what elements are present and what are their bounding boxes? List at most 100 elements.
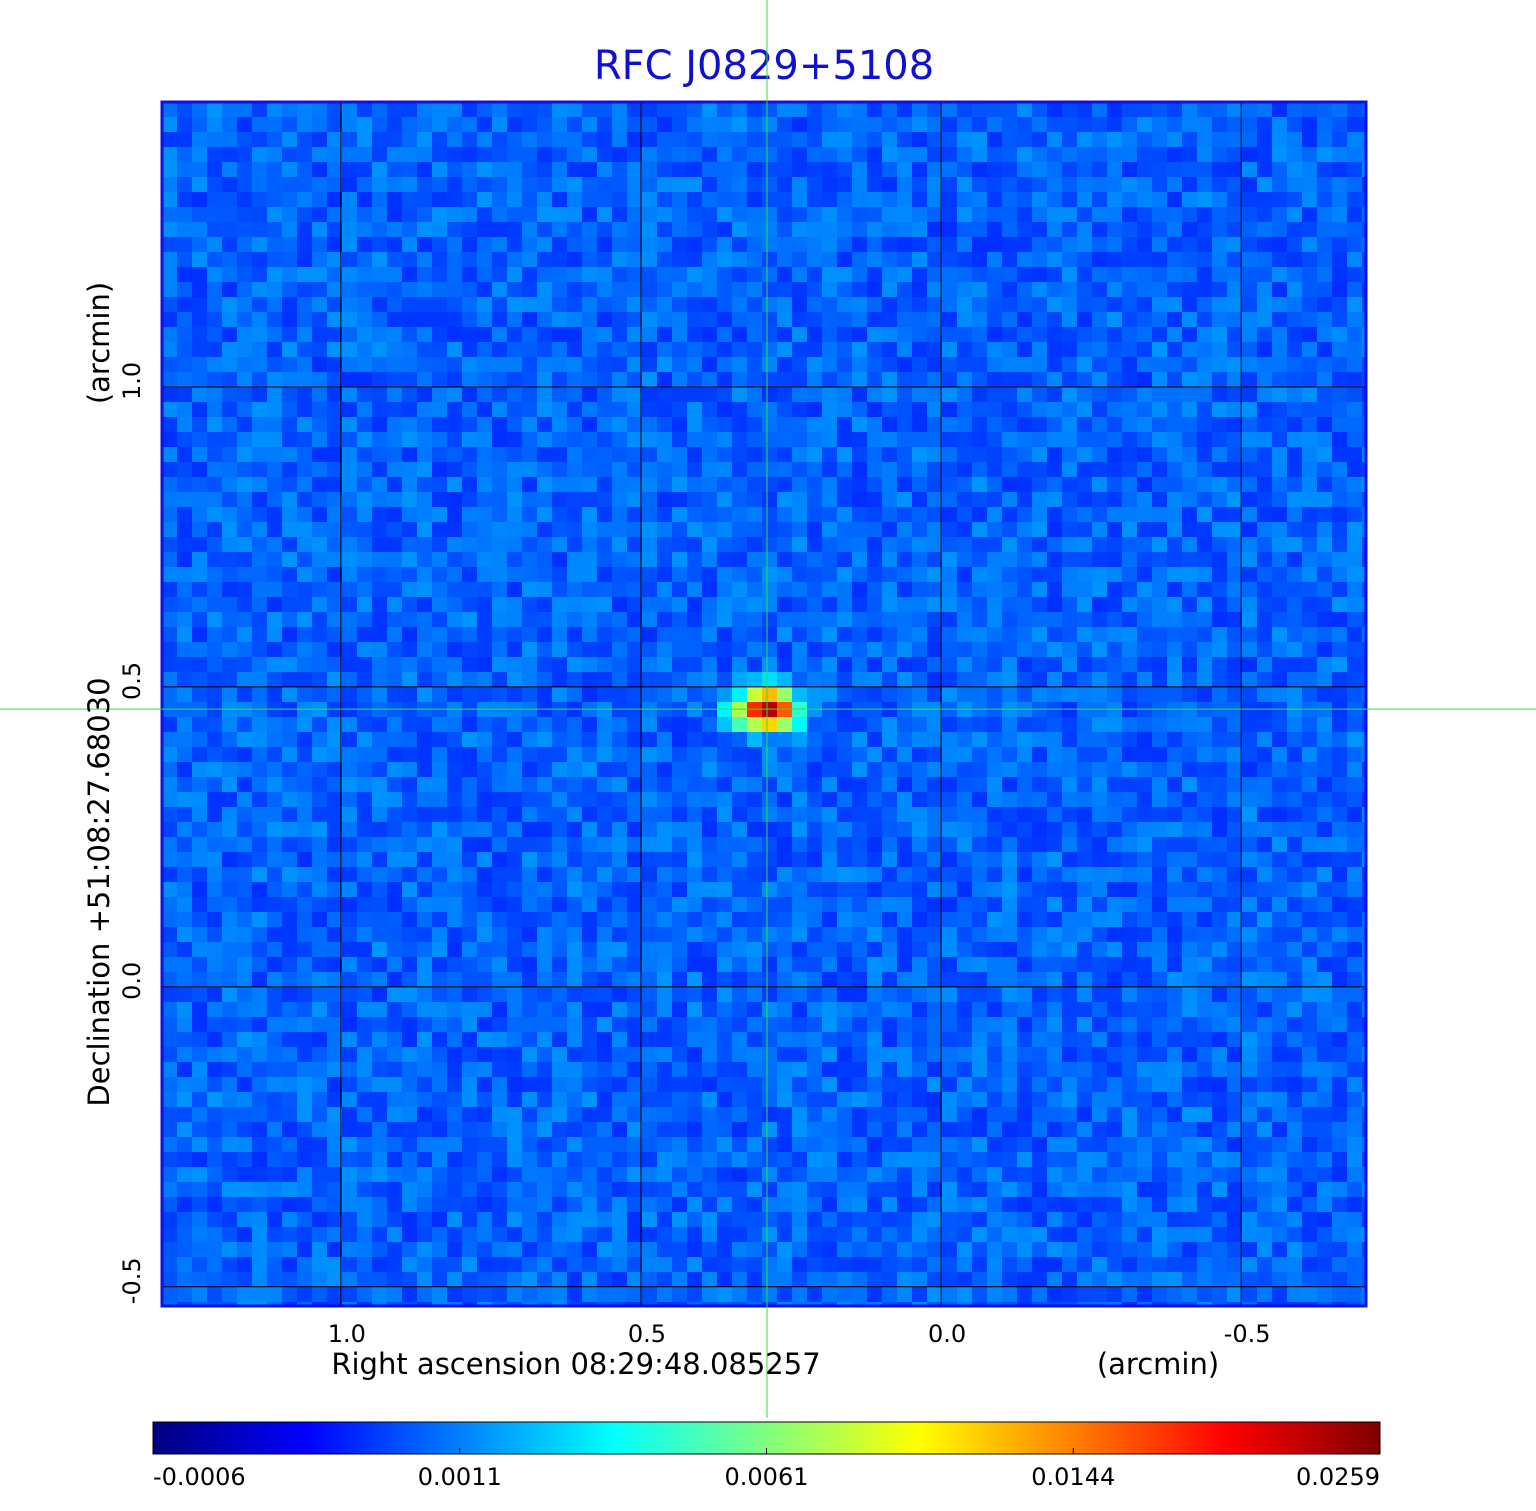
pixel [1242, 207, 1257, 222]
pixel [777, 1002, 792, 1017]
pixel [537, 177, 552, 192]
pixel [912, 747, 927, 762]
pixel [777, 852, 792, 867]
pixel [822, 147, 837, 162]
pixel [552, 867, 567, 882]
pixel [912, 957, 927, 972]
pixel [447, 987, 462, 1002]
pixel [1242, 957, 1257, 972]
pixel [522, 102, 537, 117]
pixel [432, 867, 447, 882]
pixel [267, 657, 282, 672]
pixel [987, 627, 1002, 642]
pixel [732, 237, 747, 252]
pixel [897, 582, 912, 597]
pixel [1197, 612, 1212, 627]
pixel [792, 297, 807, 312]
pixel [807, 942, 822, 957]
pixel [432, 132, 447, 147]
pixel [252, 222, 267, 237]
pixel [1062, 102, 1077, 117]
pixel [1167, 477, 1182, 492]
pixel [942, 582, 957, 597]
pixel [1152, 957, 1167, 972]
pixel [372, 297, 387, 312]
pixel [357, 312, 372, 327]
pixel [372, 807, 387, 822]
pixel [327, 447, 342, 462]
pixel [582, 612, 597, 627]
pixel [162, 357, 177, 372]
pixel [462, 822, 477, 837]
pixel [537, 987, 552, 1002]
pixel [1347, 972, 1362, 987]
pixel [957, 912, 972, 927]
pixel [537, 747, 552, 762]
pixel [462, 567, 477, 582]
pixel [252, 252, 267, 267]
pixel [327, 477, 342, 492]
pixel [1047, 732, 1062, 747]
pixel [642, 882, 657, 897]
pixel [672, 717, 687, 732]
pixel [1092, 447, 1107, 462]
pixel [747, 507, 762, 522]
pixel [1257, 597, 1272, 612]
pixel [1257, 747, 1272, 762]
pixel [777, 252, 792, 267]
pixel [717, 912, 732, 927]
pixel [1137, 267, 1152, 282]
pixel [267, 372, 282, 387]
pixel [1062, 807, 1077, 822]
pixel [897, 102, 912, 117]
pixel [762, 147, 777, 162]
pixel [1017, 777, 1032, 792]
pixel [1032, 357, 1047, 372]
pixel [357, 867, 372, 882]
pixel [297, 627, 312, 642]
pixel [927, 102, 942, 117]
pixel [867, 297, 882, 312]
pixel [1227, 387, 1242, 402]
pixel [492, 267, 507, 282]
pixel [1062, 927, 1077, 942]
pixel [327, 867, 342, 882]
pixel [1227, 222, 1242, 237]
pixel [327, 717, 342, 732]
pixel [1182, 237, 1197, 252]
pixel [972, 447, 987, 462]
pixel [867, 147, 882, 162]
pixel [702, 492, 717, 507]
pixel [1227, 777, 1242, 792]
pixel [627, 432, 642, 447]
pixel [372, 942, 387, 957]
pixel [1077, 612, 1092, 627]
pixel [417, 777, 432, 792]
pixel [402, 207, 417, 222]
pixel [612, 192, 627, 207]
pixel [657, 717, 672, 732]
pixel [687, 717, 702, 732]
pixel [852, 432, 867, 447]
pixel [897, 807, 912, 822]
pixel [552, 327, 567, 342]
pixel [1227, 837, 1242, 852]
pixel [1182, 267, 1197, 282]
pixel [1302, 177, 1317, 192]
pixel [837, 507, 852, 522]
pixel [567, 657, 582, 672]
pixel [1137, 417, 1152, 432]
pixel [237, 207, 252, 222]
pixel [1152, 852, 1167, 867]
pixel [417, 612, 432, 627]
pixel [1242, 477, 1257, 492]
pixel [402, 132, 417, 147]
pixel [717, 177, 732, 192]
pixel [1077, 1002, 1092, 1017]
pixel [162, 237, 177, 252]
pixel [1302, 537, 1317, 552]
pixel [177, 342, 192, 357]
pixel [492, 492, 507, 507]
pixel [732, 342, 747, 357]
pixel [492, 117, 507, 132]
